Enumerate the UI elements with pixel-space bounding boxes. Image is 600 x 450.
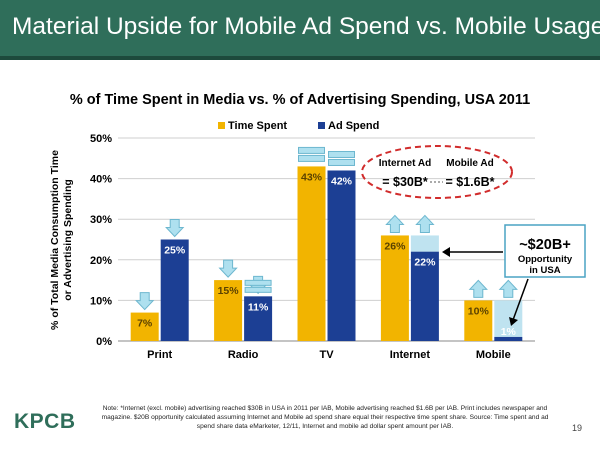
down-arrow-icon [165,219,185,238]
bar-time-spent [464,300,493,341]
data-label: 22% [414,257,436,269]
data-label: 15% [218,285,240,297]
data-label: 10% [468,305,490,317]
pointer-arrowhead [442,247,450,257]
up-arrow-icon [468,279,488,298]
equal-sign-icon [328,158,355,166]
callout-ellipse [361,145,513,199]
up-arrow-icon [498,279,518,298]
equal-sign-icon [244,279,272,286]
equal-sign-icon [298,146,325,154]
equal-sign-icon [328,150,355,158]
bar-time-spent [297,166,326,341]
y-tick-label: 0% [96,336,112,348]
legend-swatch [318,122,325,129]
chart-title: % of Time Spent in Media vs. % of Advert… [69,92,531,108]
y-tick-label: 30% [90,214,112,226]
bar-ad-spend [494,336,523,341]
opportunity-gap [410,235,439,252]
data-label: 26% [384,240,406,252]
header-bar: Material Upside for Mobile Ad Spend vs. … [0,0,600,60]
bar-ad-spend [327,170,356,341]
data-label: 1% [501,326,517,338]
data-label: 7% [137,318,153,330]
y-tick-label: 40% [90,174,112,186]
data-label: 11% [248,301,269,313]
y-tick-label: 10% [90,295,112,307]
data-label: 42% [331,175,353,187]
opportunity-label: Opportunity [518,254,573,265]
data-label: 25% [164,245,186,257]
y-tick-label: 50% [90,133,112,145]
annotation-text: Internet Ad [379,158,431,169]
x-tick-label: Internet [390,349,431,361]
bar-ad-spend [410,251,439,341]
annotation-text: Mobile Ad [446,158,493,169]
bar-ad-spend [244,296,273,341]
bar-time-spent [214,280,243,341]
bar-ad-spend [160,239,189,341]
pointer-arrowhead [509,317,518,326]
pointer-arrow [512,278,529,321]
page-number: 19 [572,423,583,433]
equal-sign-icon [298,154,325,162]
kpcb-logo: KPCB [14,410,76,433]
x-tick-label: Radio [228,349,259,361]
up-arrow-icon [415,214,435,233]
y-axis-label: or Advertising Spending [62,179,74,301]
slide-title: Material Upside for Mobile Ad Spend vs. … [12,13,600,40]
data-label: 43% [301,171,323,183]
footnote: Note: *Internet (excl. mobile) advertisi… [101,405,549,430]
bar-time-spent [130,312,159,341]
x-tick-label: TV [319,349,334,361]
y-axis-label: % of Total Media Consumption Time [49,150,61,330]
annotation-value: = $1.6B* [446,175,495,189]
down-arrow-icon [218,259,238,278]
x-tick-label: Mobile [476,349,511,361]
opportunity-amount: ~$20B+ [519,237,571,253]
up-arrow-icon [385,214,405,233]
y-tick-label: 20% [90,255,112,267]
opportunity-label: in USA [529,265,560,276]
legend-swatch [218,122,225,129]
legend-label: Ad Spend [328,120,379,132]
equal-sign-icon [244,286,272,293]
legend-label: Time Spent [228,120,287,132]
opportunity-box [504,224,586,278]
annotation-value: = $30B* [382,175,428,189]
x-tick-label: Print [147,349,172,361]
bar-time-spent [380,235,409,341]
down-arrow-icon [135,292,155,311]
